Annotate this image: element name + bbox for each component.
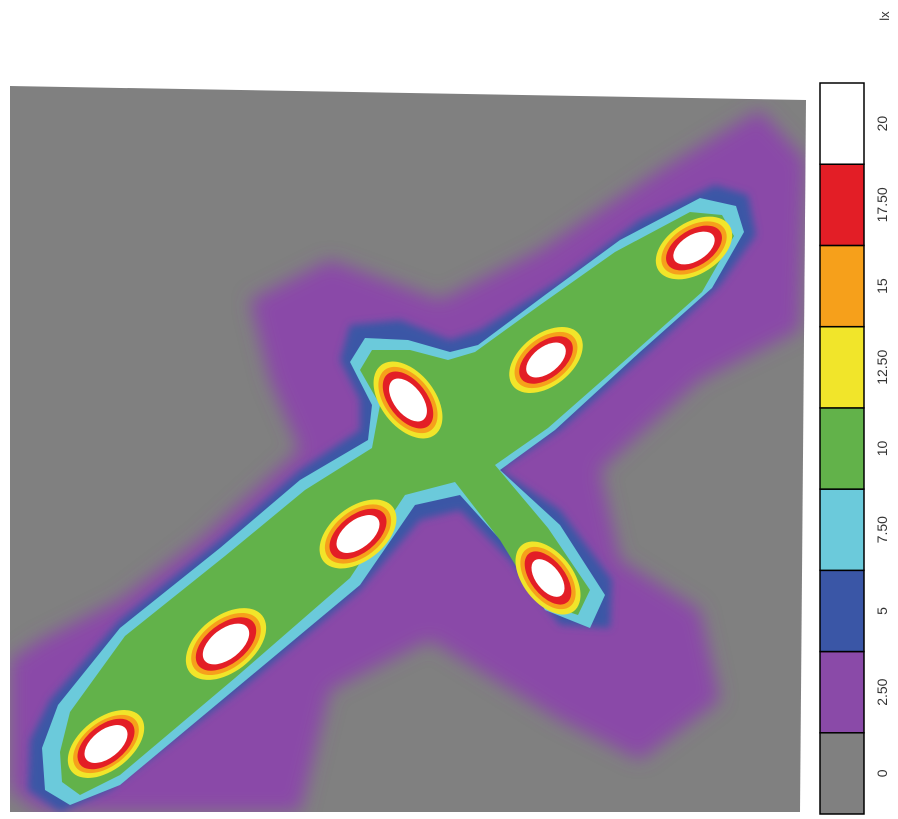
legend-swatch-6 bbox=[819, 244, 865, 328]
legend-label-6: 15 bbox=[874, 278, 890, 294]
unit-label: lx bbox=[877, 11, 892, 21]
hotspot-4 bbox=[373, 361, 443, 439]
legend-swatch-2 bbox=[819, 569, 865, 653]
luminaire-hotspots bbox=[67, 216, 733, 778]
legend-swatch-4 bbox=[819, 407, 865, 490]
legend-label-2: 5 bbox=[874, 607, 890, 615]
legend-swatch-3 bbox=[819, 488, 865, 572]
legend-swatch-7 bbox=[819, 163, 865, 247]
legend-swatch-8 bbox=[819, 82, 865, 165]
legend-label-5: 12.50 bbox=[874, 350, 890, 385]
legend-swatch-1 bbox=[819, 650, 865, 734]
legend-label-7: 17.50 bbox=[874, 187, 890, 222]
legend-label-4: 10 bbox=[874, 441, 890, 457]
hotspot-3 bbox=[319, 499, 397, 569]
hotspot-7 bbox=[515, 541, 581, 615]
legend-swatch-5 bbox=[819, 325, 865, 409]
legend-swatch-0 bbox=[819, 732, 865, 815]
legend-label-1: 2.50 bbox=[874, 678, 890, 705]
hotspot-6 bbox=[655, 216, 733, 280]
hotspot-1 bbox=[67, 710, 145, 778]
legend-label-8: 20 bbox=[874, 116, 890, 132]
legend-label-0: 0 bbox=[874, 769, 890, 777]
legend-label-3: 7.50 bbox=[874, 516, 890, 543]
hotspot-5 bbox=[509, 327, 583, 393]
hotspot-2 bbox=[185, 608, 267, 680]
